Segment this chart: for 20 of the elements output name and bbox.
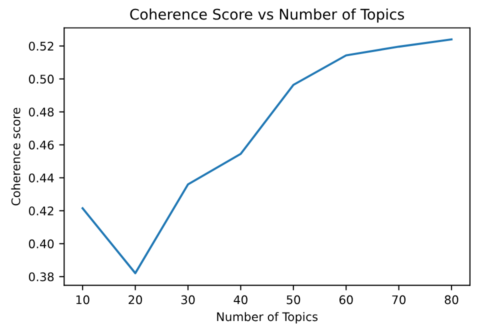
x-tick-label: 60: [339, 295, 353, 304]
y-tick-label: 0.52: [28, 42, 54, 51]
chart-title: Coherence Score vs Number of Topics: [130, 8, 404, 23]
x-tick-label: 40: [234, 295, 248, 304]
x-tick-label: 20: [128, 295, 142, 304]
y-tick-label: 0.42: [28, 206, 54, 216]
y-tick-label: 0.48: [28, 108, 54, 117]
line-series: [82, 38, 453, 274]
x-tick-label: 50: [286, 295, 300, 304]
y-tick-label: 0.50: [28, 74, 54, 84]
x-tick-label: 30: [181, 295, 195, 304]
y-tick-label: 0.40: [28, 239, 54, 248]
x-tick-label: 10: [76, 295, 90, 304]
y-tick-label: 0.46: [28, 140, 54, 150]
y-tick-label: 0.38: [28, 272, 54, 282]
y-axis-title: Coherence score: [11, 108, 20, 206]
y-tick-label: 0.44: [28, 174, 54, 182]
x-tick-label: 80: [444, 295, 458, 304]
x-tick-label: 70: [392, 295, 406, 304]
x-axis-title: Number of Topics: [217, 312, 318, 324]
